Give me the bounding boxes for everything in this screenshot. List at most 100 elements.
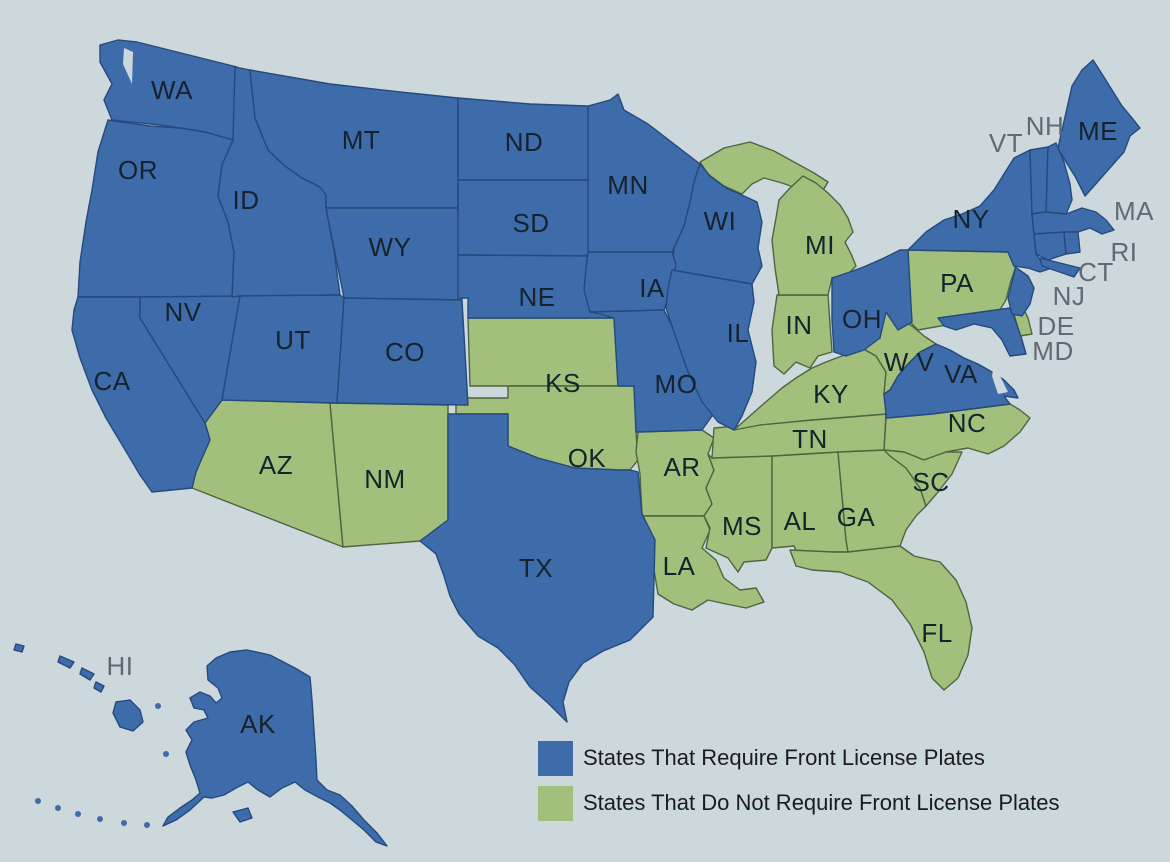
- state-ak-aleutian-island: [121, 820, 127, 826]
- state-label-ut: UT: [275, 325, 311, 355]
- state-fl: [789, 545, 973, 691]
- state-label-al: AL: [784, 506, 817, 536]
- state-label-id: ID: [233, 185, 260, 215]
- state-ms: [703, 453, 773, 573]
- state-label-mn: MN: [607, 170, 648, 200]
- state-ak-kodiak-island: [232, 807, 253, 823]
- state-label-mi: MI: [805, 230, 835, 260]
- legend-item-require: States That Require Front License Plates: [538, 740, 1060, 776]
- state-label-wa: WA: [151, 75, 193, 105]
- state-md: [937, 307, 1027, 357]
- state-label-wv: W V: [884, 347, 935, 377]
- state-label-ne: NE: [518, 282, 555, 312]
- state-ks: [467, 317, 619, 387]
- state-hi-island-2: [57, 655, 75, 669]
- state-label-ar: AR: [663, 452, 700, 482]
- state-label-nd: ND: [505, 127, 544, 157]
- state-label-nm: NM: [364, 464, 405, 494]
- state-label-ak: AK: [240, 709, 276, 739]
- state-label-ms: MS: [722, 511, 762, 541]
- state-label-ny: NY: [952, 204, 989, 234]
- state-ak-aleutian-island: [163, 751, 169, 757]
- legend-item-no-require: States That Do Not Require Front License…: [538, 785, 1060, 821]
- state-label-va: VA: [944, 359, 978, 389]
- state-label-hi: HI: [107, 651, 134, 681]
- state-hi-island-1: [13, 643, 25, 653]
- state-ak: [162, 649, 388, 847]
- state-ri: [1063, 231, 1081, 255]
- state-me: [1057, 59, 1141, 197]
- state-ct: [1033, 231, 1067, 261]
- state-ma: [1031, 207, 1115, 235]
- state-label-la: LA: [663, 551, 696, 581]
- state-label-de: DE: [1037, 311, 1074, 341]
- state-label-tx: TX: [519, 553, 553, 583]
- legend-swatch-require: [538, 740, 573, 776]
- state-label-md: MD: [1032, 336, 1073, 366]
- state-or: [77, 119, 235, 298]
- state-label-co: CO: [385, 337, 425, 367]
- legend-swatch-no-require: [538, 785, 573, 821]
- state-label-ga: GA: [837, 502, 876, 532]
- state-label-pa: PA: [940, 268, 974, 298]
- water-puget-sound: [123, 48, 133, 84]
- state-oh: [831, 249, 913, 357]
- state-label-ma: MA: [1114, 196, 1154, 226]
- state-tx: [419, 413, 656, 723]
- state-label-me: ME: [1078, 116, 1118, 146]
- state-label-ks: KS: [545, 368, 581, 398]
- state-label-ca: CA: [93, 366, 130, 396]
- state-label-oh: OH: [842, 304, 882, 334]
- state-hi-island-big: [112, 699, 144, 732]
- legend-label-require: States That Require Front License Plates: [583, 745, 985, 770]
- state-ak-aleutian-island: [55, 805, 61, 811]
- state-label-vt: VT: [989, 128, 1023, 158]
- state-label-az: AZ: [259, 450, 293, 480]
- state-wi: [671, 163, 763, 285]
- state-label-fl: FL: [921, 618, 952, 648]
- state-ak-aleutian-island: [75, 811, 81, 817]
- state-il: [665, 269, 757, 431]
- state-nj: [1007, 251, 1035, 317]
- state-mi-lower-peninsula: [771, 175, 857, 296]
- state-sc: [883, 449, 963, 507]
- legend-label-no-require: States That Do Not Require Front License…: [583, 790, 1060, 815]
- state-label-ia: IA: [639, 273, 665, 303]
- state-la: [641, 515, 765, 611]
- state-label-ok: OK: [568, 443, 607, 473]
- state-mt: [249, 69, 459, 209]
- state-va: [883, 343, 1019, 419]
- state-hi-island-4: [93, 681, 105, 693]
- state-label-ky: KY: [813, 379, 849, 409]
- state-label-mo: MO: [655, 369, 698, 399]
- water-chesapeake-bay: [992, 344, 1008, 394]
- state-label-nv: NV: [164, 297, 201, 327]
- state-label-nj: NJ: [1053, 281, 1086, 311]
- state-label-nh: NH: [1026, 111, 1065, 141]
- state-ak-aleutian-island: [144, 822, 150, 828]
- state-label-wy: WY: [369, 232, 412, 262]
- state-label-or: OR: [118, 155, 158, 185]
- state-ny-long-island: [1039, 257, 1081, 278]
- state-hi-island-3: [79, 667, 95, 681]
- legend: States That Require Front License Plates…: [538, 740, 1060, 821]
- state-label-mt: MT: [342, 125, 381, 155]
- state-label-tn: TN: [792, 424, 828, 454]
- state-label-il: IL: [727, 318, 750, 348]
- state-ak-aleutian-island: [35, 798, 41, 804]
- state-label-nc: NC: [948, 408, 987, 438]
- state-label-sc: SC: [912, 467, 949, 497]
- state-ak-aleutian-island: [97, 816, 103, 822]
- state-label-ri: RI: [1111, 237, 1138, 267]
- state-label-wi: WI: [704, 206, 737, 236]
- state-co: [336, 297, 469, 406]
- state-label-sd: SD: [512, 208, 549, 238]
- state-nv: [139, 295, 241, 424]
- state-label-in: IN: [786, 310, 813, 340]
- state-in: [771, 294, 833, 375]
- state-ak-aleutian-island: [155, 703, 161, 709]
- state-label-ct: CT: [1078, 257, 1114, 287]
- state-vt: [1029, 146, 1049, 215]
